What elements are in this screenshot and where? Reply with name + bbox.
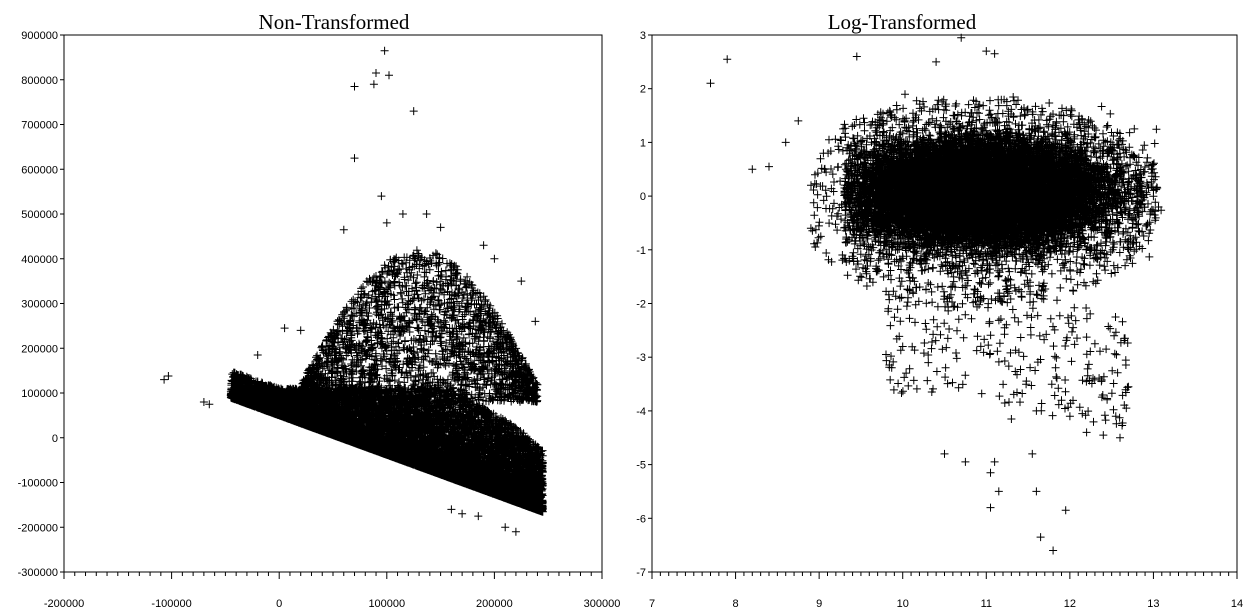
y-tick-label: 200000 xyxy=(21,343,58,355)
y-tick-label: -100000 xyxy=(18,478,58,490)
y-tick-label: 2 xyxy=(640,84,646,96)
ticks-left: -200000 -100000 0 100000 200000 300000 -300000… xyxy=(18,30,621,610)
x-tick-label: 7 xyxy=(649,598,655,610)
x-tick-label: -200000 xyxy=(44,598,84,610)
y-tick-label: 300000 xyxy=(21,299,58,311)
y-tick-label: -300000 xyxy=(18,567,58,579)
x-tick-label: 13 xyxy=(1147,598,1159,610)
y-tick-label: 500000 xyxy=(21,209,58,221)
y-tick-label: -4 xyxy=(636,406,646,418)
x-tick-label: 12 xyxy=(1064,598,1076,610)
y-tick-label: 0 xyxy=(640,191,646,203)
y-tick-label: 1 xyxy=(640,137,646,149)
x-tick-label: 300000 xyxy=(584,598,621,610)
x-tick-label: 10 xyxy=(897,598,909,610)
plot-log-transformed: Log-Transformed 7 8 9 10 11 12 13 14-7-6-5-4-3-… xyxy=(636,10,1243,610)
y-tick-label: 100000 xyxy=(21,388,58,400)
scatter-points xyxy=(160,46,547,536)
x-tick-label: -100000 xyxy=(151,598,191,610)
plot-title-non-transformed: Non-Transformed xyxy=(259,10,410,34)
x-tick-label: 8 xyxy=(733,598,739,610)
y-tick-label: 800000 xyxy=(21,75,58,87)
y-tick-label: 700000 xyxy=(21,120,58,132)
x-tick-label: 14 xyxy=(1231,598,1243,610)
x-tick-label: 0 xyxy=(276,598,282,610)
scatter-points xyxy=(706,33,1166,555)
x-tick-label: 9 xyxy=(816,598,822,610)
y-tick-label: -2 xyxy=(636,299,646,311)
x-tick-label: 11 xyxy=(981,598,992,610)
x-tick-label: 200000 xyxy=(476,598,513,610)
plot-title-log-transformed: Log-Transformed xyxy=(828,10,977,34)
y-tick-label: -1 xyxy=(636,245,646,257)
x-tick-label: 100000 xyxy=(368,598,405,610)
y-tick-label: -200000 xyxy=(18,522,58,534)
y-tick-label: -6 xyxy=(636,513,646,525)
y-tick-label: 600000 xyxy=(21,164,58,176)
plot-frame-right xyxy=(651,34,1238,573)
y-tick-label: 3 xyxy=(640,30,646,42)
y-tick-label: -7 xyxy=(636,567,646,579)
y-tick-label: -5 xyxy=(636,460,646,472)
y-tick-label: -3 xyxy=(636,352,646,364)
y-tick-label: 0 xyxy=(52,433,58,445)
points-right xyxy=(706,33,1166,555)
y-tick-label: 900000 xyxy=(21,30,58,42)
points-left xyxy=(160,46,547,536)
plot-non-transformed: Non-Transformed -200000 -100000 0 100000 200… xyxy=(18,10,621,610)
y-tick-label: 400000 xyxy=(21,254,58,266)
